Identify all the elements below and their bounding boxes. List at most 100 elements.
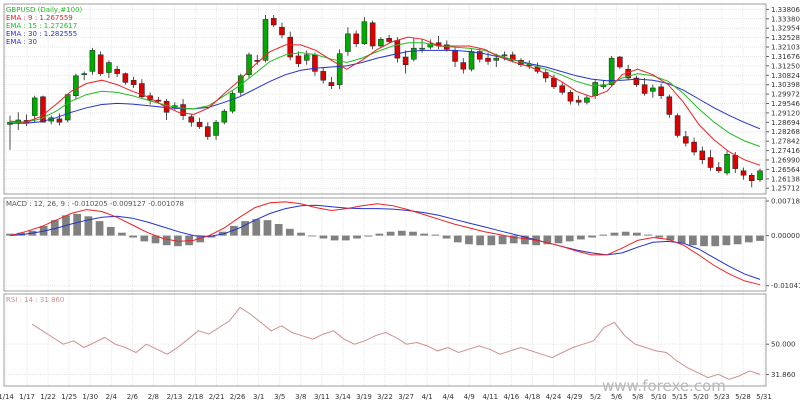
y-tick-label: 1.27416 [771,147,800,155]
x-tick-label: 1/14 [0,393,14,401]
macd-histogram-bar [140,235,149,242]
candle-body [97,54,104,74]
macd-histogram-bar [297,232,305,236]
y-tick-label: 1.32103 [771,44,800,52]
macd-histogram-bar [431,234,440,236]
price-panel-frame [3,3,767,195]
macd-histogram-bar [420,233,429,236]
x-tick-label: 4/18 [525,393,541,401]
macd-histogram-bar [655,235,664,238]
y-tick-label: 1.29120 [771,109,800,117]
macd-histogram-bar [543,235,552,245]
y-tick-label: 1.33806 [771,6,800,14]
candle-body [56,118,63,123]
ema15-line [10,42,761,147]
candle-body [295,55,302,64]
macd-histogram-bar [666,235,675,241]
macd-histogram-bar [129,235,137,238]
macd-layer: MACD : 12, 26, 9 : -0.010205 -0.009127 -… [6,200,764,286]
macd-histogram-bar [386,231,395,236]
macd-y-tick-label: -0.010410 [771,282,800,290]
macd-histogram-bar [196,235,205,243]
macd-histogram-bar [565,235,574,242]
candle-body [378,39,384,47]
candle-body [509,54,516,61]
x-tick-label: 5/31 [756,393,772,401]
y-tick-label: 1.26990 [771,156,800,164]
macd-histogram-bar [285,228,294,236]
candle-body [246,54,252,75]
candle-body [468,51,475,70]
macd-panel-frame [3,197,767,292]
x-tick-label: 4/16 [503,393,519,401]
x-tick-label: 5/15 [672,393,688,401]
candle-body [650,87,656,92]
x-tick-label: 2/13 [167,393,183,401]
candle-body [221,110,228,123]
candle-body [64,94,71,121]
macd-histogram-bar [274,224,283,236]
x-tick-label: 2/4 [106,393,118,401]
x-tick-label: 3/5 [274,393,285,401]
macd-histogram-bar [230,225,238,236]
macd-histogram-bar [84,216,93,236]
candle-body [262,19,269,61]
macd-histogram-bar [610,232,619,236]
x-tick-label: 2/21 [209,393,225,401]
rsi-line [31,306,761,380]
candle-body [155,99,162,102]
candle-body [641,84,648,94]
candle-body [707,157,714,168]
y-tick-label: 1.26564 [771,166,800,174]
x-tick-label: 5/6 [611,393,623,401]
candle-body [303,54,310,61]
macd-histogram-bar [521,235,529,245]
candle-body [402,56,409,66]
candle-body [551,77,557,88]
candle-body [485,57,491,62]
rsi-panel-frame [3,293,767,387]
price-legend-entry: EMA : 30 : 1.282555 [6,30,77,38]
candle-body [740,170,747,176]
grid-layer [4,4,766,386]
candle-body [361,21,368,45]
y-tick-label: 1.32954 [771,25,800,33]
x-tick-label: 4/11 [482,393,498,401]
macd-histogram-bar [722,235,731,246]
macd-histogram-bar [453,235,462,243]
candle-body [658,86,664,96]
candle-body [716,167,722,172]
macd-histogram-bar [700,235,708,247]
candle-body [691,141,697,153]
candle-body [575,99,582,103]
macd-histogram-bar [308,235,317,237]
frame-layer [3,3,767,387]
macd-histogram-bar [733,235,742,245]
candle-body [748,174,755,181]
candle-body [31,97,38,116]
macd-histogram-bar [375,233,384,236]
x-tick-label: 4/24 [546,393,562,401]
candle-body [369,22,376,47]
candle-body [114,68,120,74]
price-legend-entry: EMA : 15 : 1.272617 [6,22,77,30]
macd-histogram-bar [330,235,339,241]
candle-body [345,33,351,52]
candle-body [386,37,392,42]
x-tick-label: 3/1 [253,393,264,401]
candle-body [213,121,219,136]
macd-histogram-bar [73,213,82,236]
price-legend-entry: EMA : 30 [6,38,37,46]
macd-y-tick-label: 0.000000 [771,232,800,240]
candle-body [394,40,401,59]
candle-body [584,97,590,103]
macd-histogram-bar [397,230,406,236]
candle-body [328,82,335,86]
macd-histogram-bar [319,235,328,239]
x-tick-label: 5/8 [632,393,643,401]
candle-body [460,62,467,70]
rsi-y-tick-label: 31.860 [771,371,796,379]
candle-body [320,71,326,81]
